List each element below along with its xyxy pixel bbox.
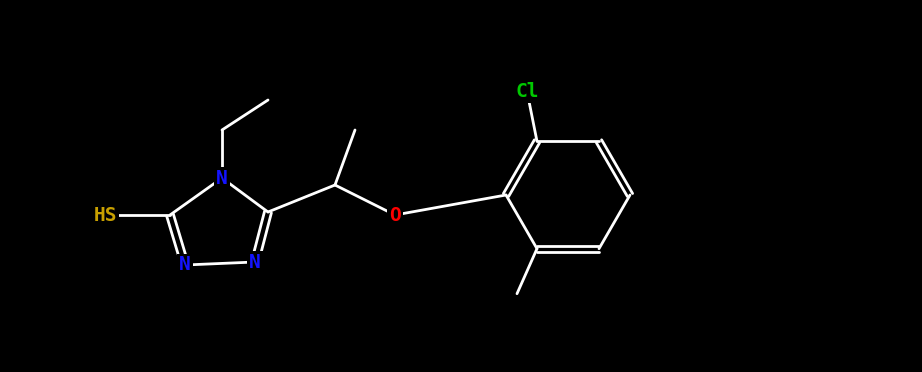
Text: N: N — [216, 169, 228, 187]
Text: N: N — [249, 253, 261, 272]
Text: Cl: Cl — [515, 82, 538, 101]
Text: HS: HS — [93, 205, 117, 224]
Text: N: N — [179, 256, 191, 275]
Text: O: O — [389, 205, 401, 224]
